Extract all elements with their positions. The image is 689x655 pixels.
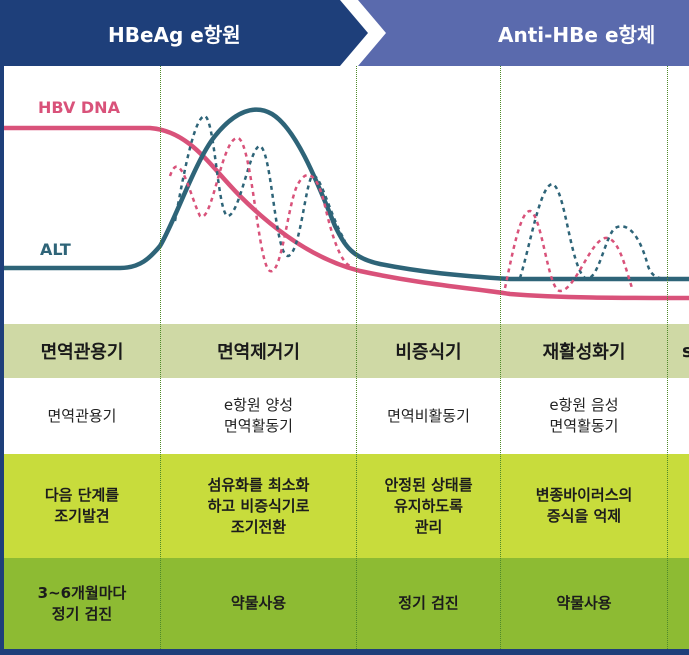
action-text: 약물사용	[230, 594, 287, 612]
hbv-dna-oscillation	[168, 136, 351, 273]
immune-state-row: 면역관용기 e항원 양성 면역활동기 면역비활동기 e항원 음성 면역활동기	[0, 378, 689, 454]
stage-name-cell: 재활성화기	[542, 342, 626, 363]
goal-text: 하고 비증식기로	[207, 496, 310, 515]
action-text: 정기 검진	[51, 604, 113, 623]
stage-name-cell: s	[682, 340, 689, 362]
action-text: 3~6개월마다	[37, 583, 127, 602]
header-bar	[0, 0, 689, 66]
immune-state-cell: 면역관용기	[4, 378, 160, 454]
immune-state-cell: e항원 양성 면역활동기	[161, 378, 356, 454]
goal-text: 안정된 상태를	[384, 475, 473, 494]
alt-reactivation-oscillation	[518, 182, 671, 281]
alt-line	[0, 107, 689, 282]
goal-text: 다음 단계를	[44, 486, 120, 504]
antihbe-header-label: Anti-HBe e항체	[498, 23, 656, 47]
phase-divider	[160, 66, 161, 649]
goal-text: 관리	[414, 517, 443, 536]
stage-name-cell: 면역관용기	[40, 342, 124, 363]
management-goal-cell: 다음 단계를 조기발견	[4, 454, 160, 558]
alt-label: ALT	[40, 240, 71, 259]
treatment-action-row: 3~6개월마다 정기 검진 약물사용 정기 검진 약물사용	[0, 558, 689, 649]
stage-name-cell: 면역제거기	[217, 342, 300, 363]
hbv-dna-label: HBV DNA	[38, 98, 120, 117]
hbeag-header-label: HBeAg e항원	[108, 23, 241, 47]
hbeag-chevron	[0, 0, 368, 66]
action-text: 약물사용	[556, 594, 612, 612]
action-text: 정기 검진	[398, 594, 459, 612]
treatment-action-cell: 3~6개월마다 정기 검진	[4, 558, 160, 649]
treatment-action-cell: 약물사용	[161, 558, 356, 649]
immune-state-text: 면역활동기	[223, 417, 293, 435]
phase-divider	[356, 66, 357, 649]
goal-text: 조기전환	[230, 517, 287, 536]
management-goal-cell: 안정된 상태를 유지하도록 관리	[357, 454, 500, 558]
phase-divider	[667, 66, 668, 649]
management-goal-cell: 섬유화를 최소화 하고 비증식기로 조기전환	[161, 454, 356, 558]
immune-state-cell: e항원 음성 면역활동기	[501, 378, 667, 454]
goal-text: 섬유화를 최소화	[207, 475, 310, 494]
immune-state-cell: 면역비활동기	[357, 378, 500, 454]
management-goal-cell: 변종바이러스의 증식을 억제	[501, 454, 667, 558]
stage-name-cell: 비증식기	[395, 342, 462, 363]
antihbe-chevron	[358, 0, 689, 66]
treatment-action-cell: 약물사용	[501, 558, 667, 649]
immune-state-text: e항원 음성	[549, 396, 619, 414]
management-goal-row: 다음 단계를 조기발견 섬유화를 최소화 하고 비증식기로 조기전환 안정된 상…	[0, 454, 689, 558]
stage-name-row: 면역관용기 면역제거기 비증식기 재활성화기 s	[0, 324, 689, 378]
immune-state-text: 면역관용기	[47, 406, 117, 425]
goal-text: 유지하도록	[393, 496, 463, 515]
goal-text: 변종바이러스의	[535, 486, 633, 504]
immune-state-text: 면역비활동기	[387, 406, 470, 425]
goal-text: 증식을 억제	[546, 507, 622, 525]
viral-load-chart	[0, 107, 689, 301]
frame-border-bottom	[0, 649, 689, 655]
hbv-dna-reactivation-oscillation	[503, 209, 634, 293]
immune-state-text: 면역활동기	[549, 417, 619, 435]
phase-divider	[500, 66, 501, 649]
hbv-dna-line	[0, 125, 689, 301]
goal-text: 조기발견	[54, 507, 110, 525]
immune-state-text: e항원 양성	[223, 396, 294, 414]
frame-border-left	[0, 0, 4, 655]
treatment-action-cell: 정기 검진	[357, 558, 500, 649]
